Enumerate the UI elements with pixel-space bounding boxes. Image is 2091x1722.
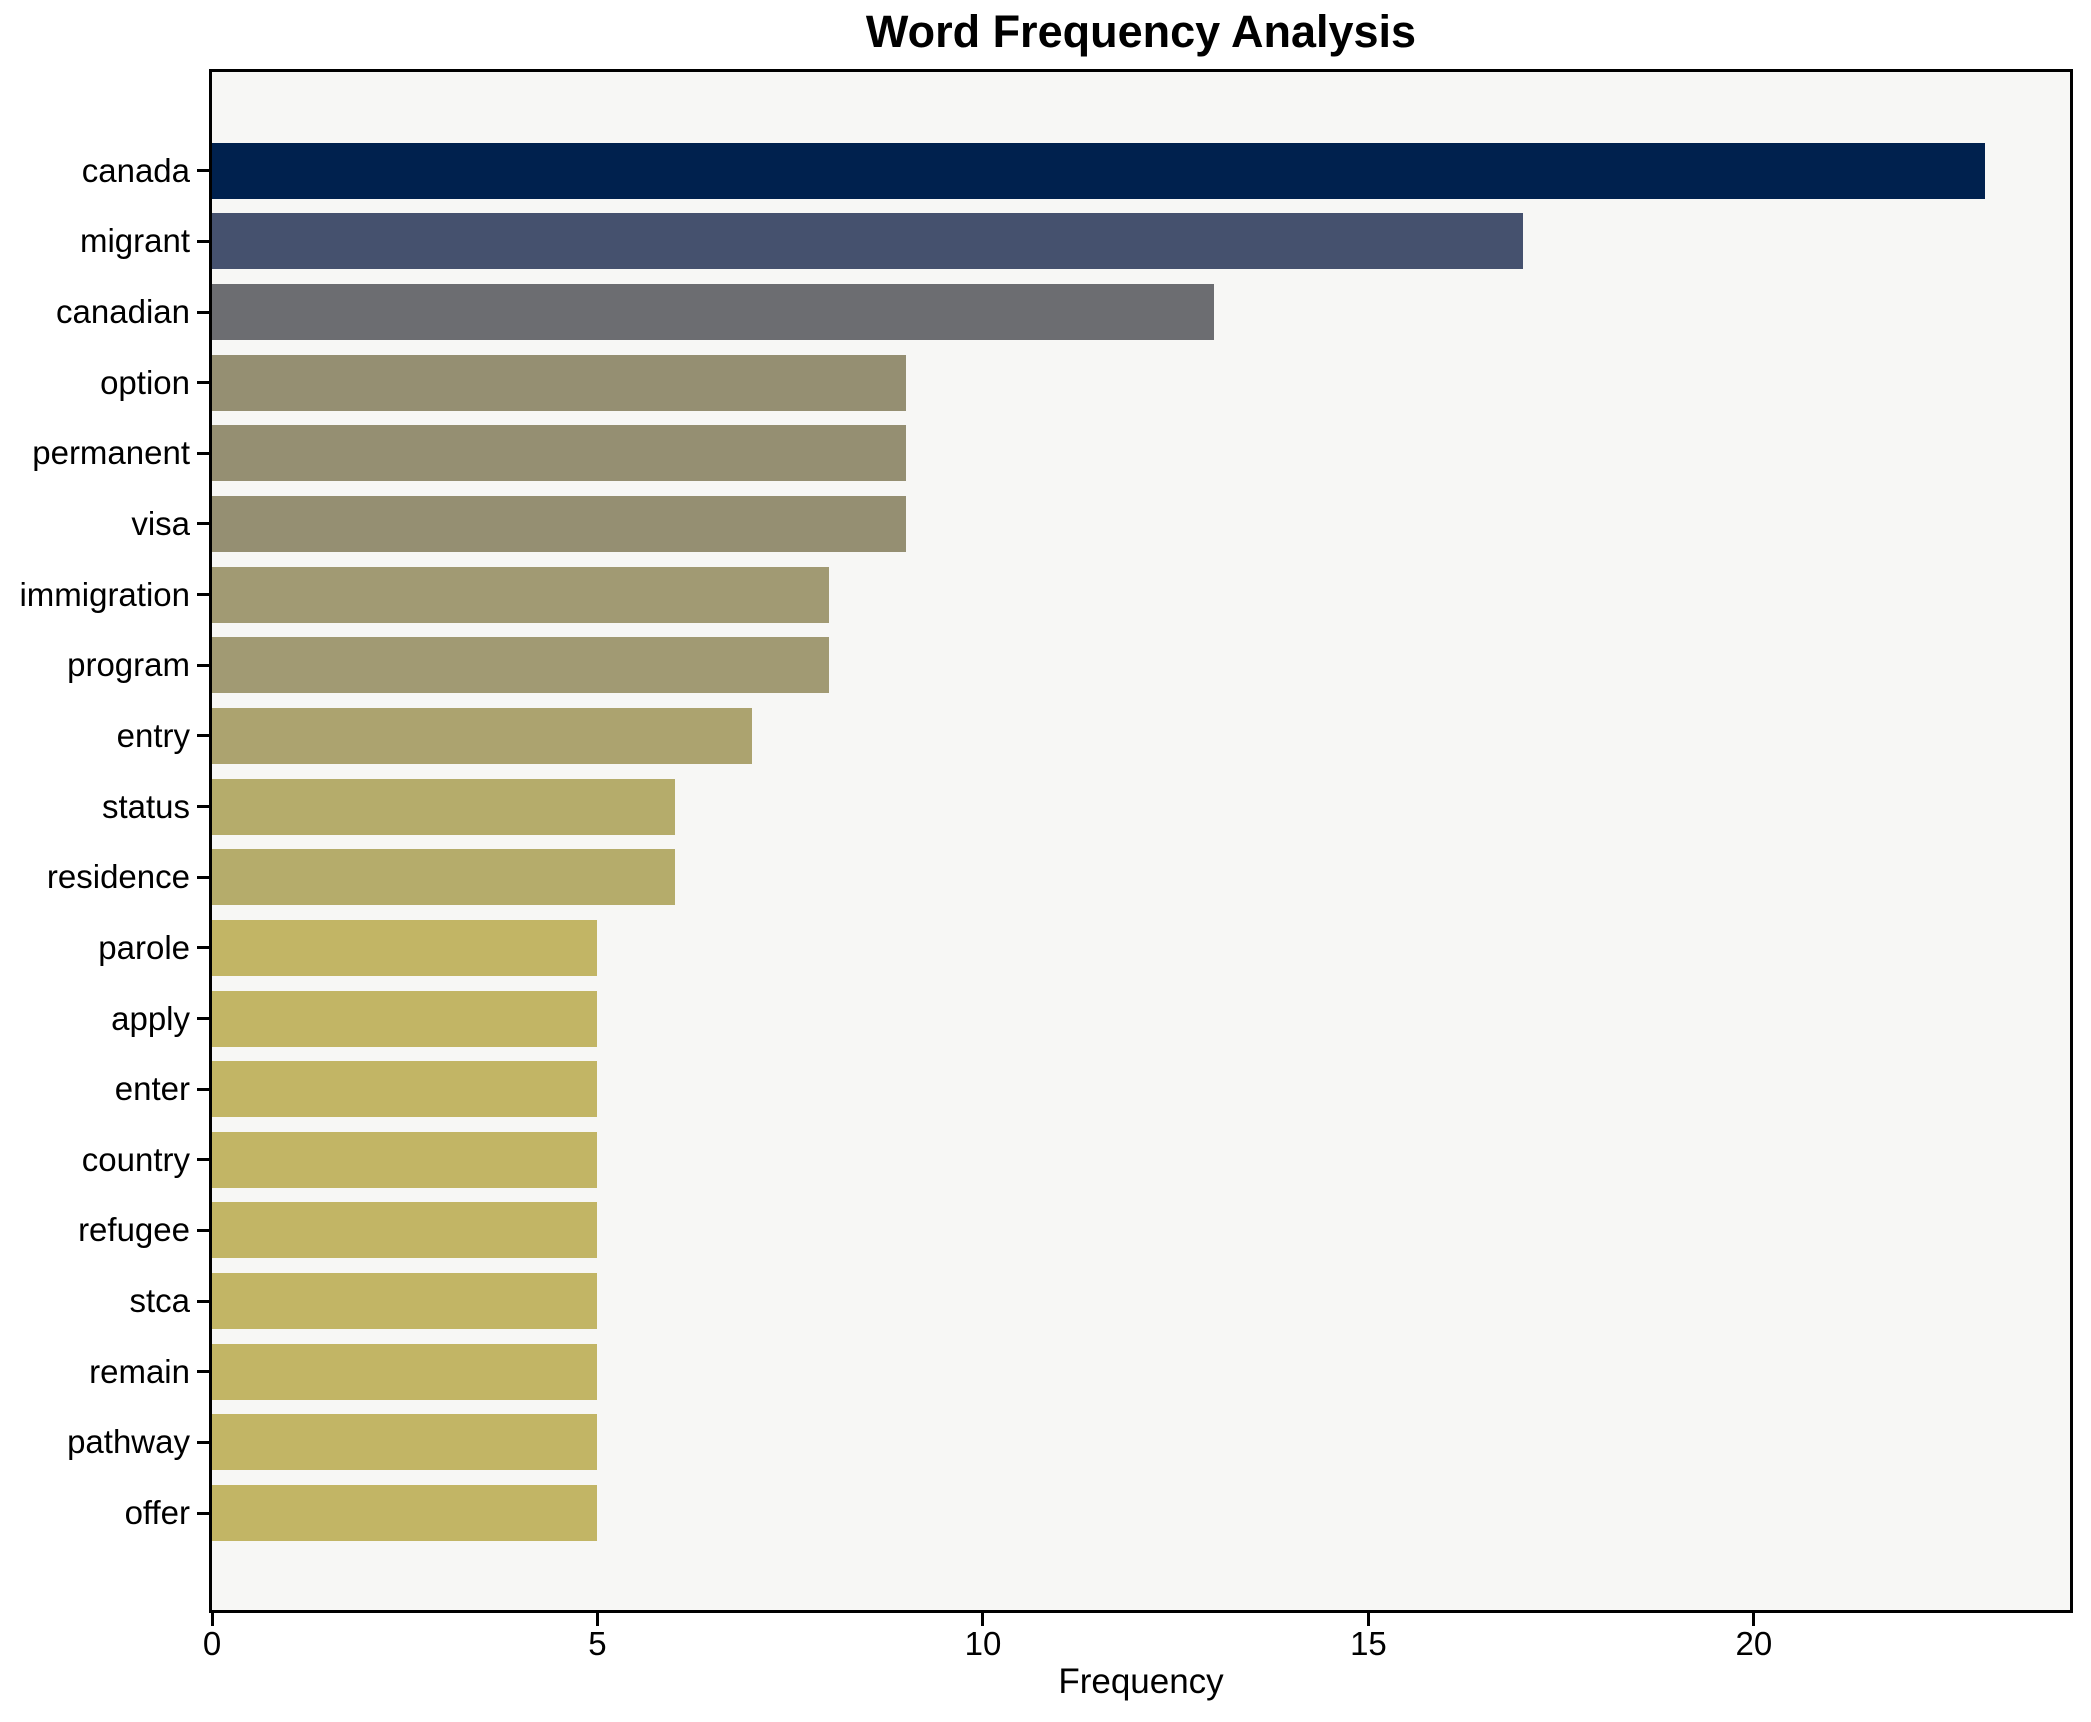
y-tick-label: offer: [124, 1494, 190, 1532]
y-tick-label: residence: [46, 858, 190, 896]
bar-parole: [212, 919, 598, 976]
bar-remain: [212, 1343, 598, 1400]
y-tick-mark: [197, 381, 209, 385]
x-tick-label: 5: [588, 1625, 607, 1662]
y-tick-label: apply: [111, 999, 190, 1037]
bar-stca: [212, 1273, 598, 1330]
y-tick-label: visa: [131, 504, 190, 542]
y-tick-mark: [197, 1017, 209, 1020]
y-tick-label: enter: [114, 1070, 190, 1108]
bar-program: [212, 637, 829, 694]
y-tick-mark: [197, 522, 209, 526]
y-tick-mark: [197, 1511, 209, 1515]
bar-permanent: [212, 425, 906, 482]
y-tick-mark: [197, 1087, 209, 1091]
bar-entry: [212, 707, 752, 764]
x-tick-mark: [210, 1613, 214, 1626]
y-tick-label: migrant: [79, 222, 190, 260]
x-axis-label: Frequency: [1058, 1662, 1224, 1701]
bar-offer: [212, 1485, 598, 1542]
y-tick-label: remain: [89, 1352, 190, 1390]
x-tick-mark: [595, 1613, 599, 1626]
y-tick-label: entry: [116, 716, 190, 754]
x-tick-label: 0: [202, 1625, 222, 1662]
bar-option: [212, 354, 906, 411]
bar-pathway: [212, 1414, 598, 1471]
y-tick-mark: [197, 1158, 209, 1162]
bar-immigration: [212, 566, 829, 623]
y-tick-label: permanent: [32, 434, 190, 472]
y-tick-mark: [197, 734, 209, 738]
y-tick-label: status: [101, 787, 190, 825]
y-tick-label: program: [67, 646, 190, 684]
y-tick-label: canada: [81, 151, 190, 189]
y-tick-mark: [197, 1299, 209, 1303]
x-tick-mark: [1752, 1613, 1756, 1626]
bar-canada: [212, 142, 1986, 199]
y-tick-mark: [197, 875, 209, 879]
y-tick-mark: [197, 169, 209, 173]
y-tick-mark: [197, 1228, 209, 1232]
x-tick-label: 10: [964, 1625, 1002, 1662]
bar-migrant: [212, 213, 1523, 270]
y-tick-mark: [197, 310, 209, 314]
y-tick-label: stca: [129, 1282, 190, 1320]
bar-status: [212, 778, 675, 835]
bar-residence: [212, 849, 675, 906]
bar-apply: [212, 990, 598, 1047]
x-tick-mark: [981, 1613, 985, 1626]
y-tick-label: canadian: [56, 293, 190, 330]
y-tick-mark: [197, 1370, 209, 1374]
y-tick-label: pathway: [67, 1423, 190, 1461]
y-tick-mark: [197, 805, 209, 809]
y-tick-mark: [197, 451, 209, 455]
y-tick-mark: [197, 1440, 209, 1444]
bar-canadian: [212, 284, 1215, 340]
y-tick-mark: [197, 663, 209, 667]
y-tick-label: immigration: [19, 575, 190, 613]
y-tick-label: refugee: [78, 1211, 190, 1249]
y-tick-label: option: [100, 363, 190, 401]
y-tick-label: country: [81, 1140, 190, 1178]
bar-refugee: [212, 1202, 598, 1259]
x-tick-mark: [1366, 1613, 1370, 1626]
x-tick-label: 15: [1350, 1625, 1387, 1662]
bar-enter: [212, 1061, 598, 1118]
y-tick-mark: [197, 593, 209, 597]
chart-title: Word Frequency Analysis: [865, 6, 1417, 57]
y-tick-mark: [197, 239, 209, 243]
y-tick-mark: [197, 946, 209, 950]
y-tick-label: parole: [98, 928, 190, 966]
x-tick-label: 20: [1735, 1625, 1773, 1662]
bar-country: [212, 1131, 598, 1188]
bar-visa: [212, 495, 906, 552]
